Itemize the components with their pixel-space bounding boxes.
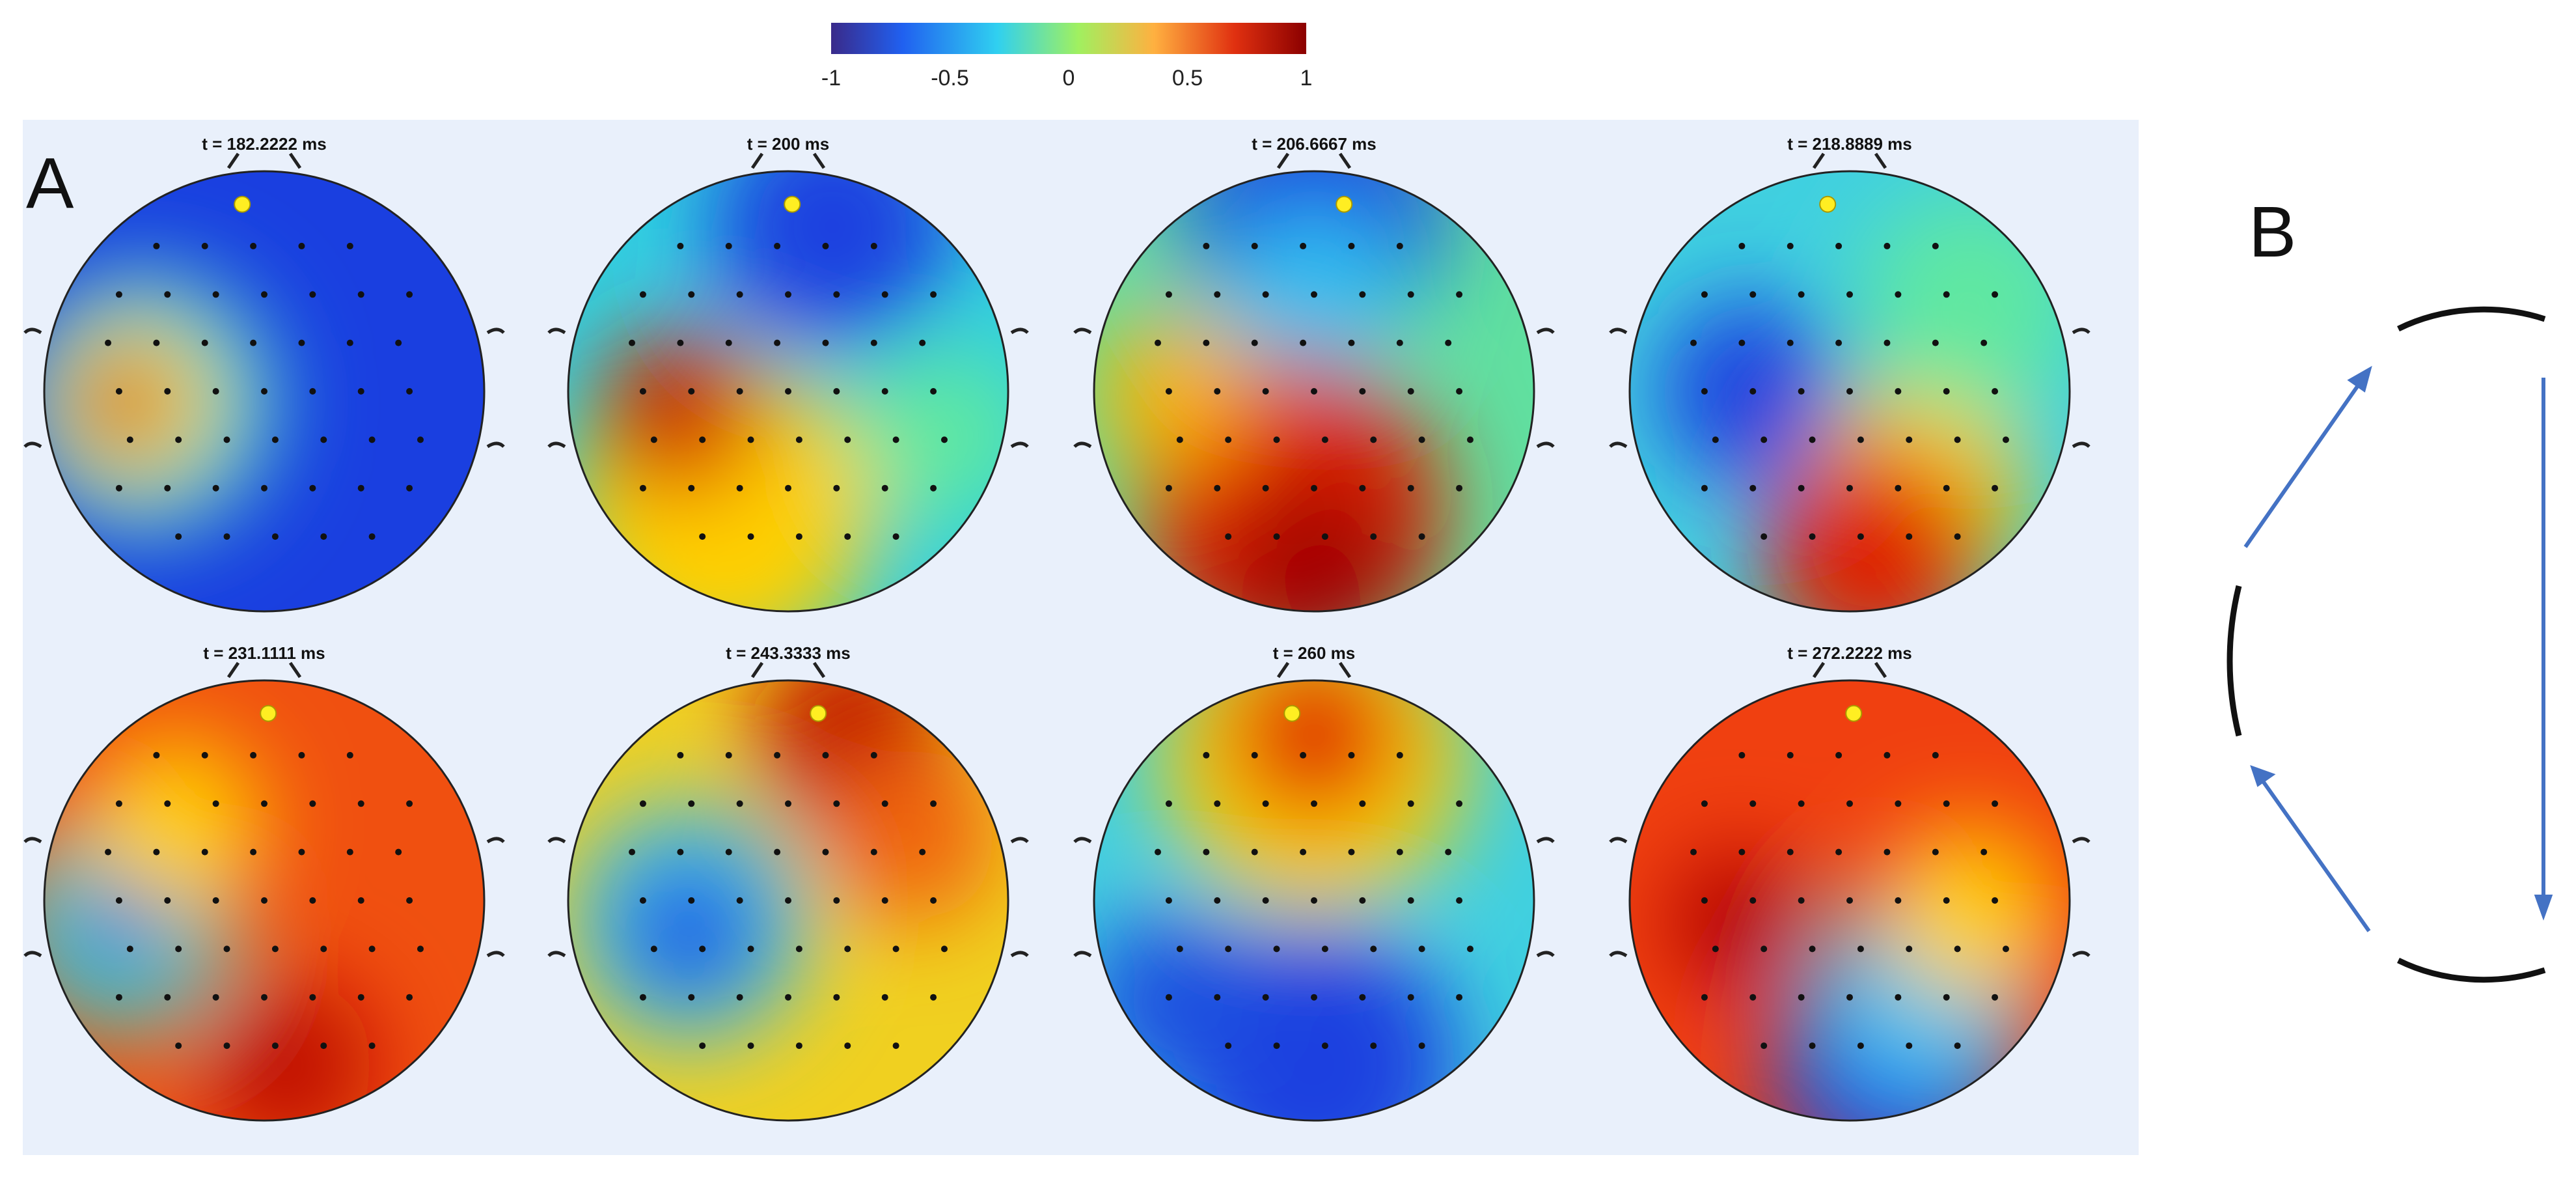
panel-label: A: [26, 143, 74, 223]
nose: [226, 662, 302, 678]
nose: [1812, 152, 1887, 169]
ears: [1073, 837, 1555, 958]
scalp-outline: [1093, 170, 1535, 613]
colorbar-tick-label: -1: [821, 66, 841, 91]
map-title: t = 218.8889 ms: [1787, 134, 1912, 154]
dipole-marker: [784, 195, 801, 213]
nose: [226, 152, 302, 169]
dipole-marker: [810, 704, 827, 722]
dipole-marker: [1283, 704, 1301, 722]
ears: [1609, 837, 2090, 958]
map-title: t = 272.2222 ms: [1787, 643, 1912, 663]
scalp-outline: [43, 679, 486, 1122]
colorbar: [831, 23, 1306, 54]
topomap: t = 272.2222 ms: [1609, 643, 2090, 1122]
ears: [23, 328, 505, 449]
topomap: t = 218.8889 ms: [1609, 134, 2090, 613]
map-title: t = 231.1111 ms: [203, 643, 325, 663]
dipole-marker: [1819, 195, 1837, 213]
scalp-outline: [567, 679, 1009, 1122]
nose: [750, 152, 826, 169]
ears: [23, 837, 505, 958]
topomap: t = 231.1111 ms: [23, 643, 505, 1122]
map-title: t = 200 ms: [747, 134, 829, 154]
scalp-outline: [1093, 679, 1535, 1122]
colorbar-tick-label: 0: [1063, 66, 1075, 91]
dipole-marker: [260, 704, 277, 722]
map-title: t = 182.2222 ms: [202, 134, 327, 154]
scalp-outline: [1628, 679, 2071, 1122]
topomap: t = 182.2222 ms: [23, 134, 505, 613]
ears: [1073, 328, 1555, 449]
dipole-marker: [1336, 195, 1353, 213]
panel-b-diagram: [2227, 306, 2553, 983]
ears: [1609, 328, 2090, 449]
ears: [547, 837, 1029, 958]
nose: [750, 662, 826, 678]
colorbar-tick-label: -0.5: [931, 66, 969, 91]
colorbar-tick-label: 0.5: [1172, 66, 1203, 91]
dipole-marker: [1845, 704, 1863, 722]
panel-label: B: [2249, 192, 2296, 272]
dipole-marker: [234, 195, 251, 213]
ears: [547, 328, 1029, 449]
map-title: t = 243.3333 ms: [726, 643, 851, 663]
map-title: t = 206.6667 ms: [1252, 134, 1377, 154]
scalp-outline: [567, 170, 1009, 613]
nose: [1812, 662, 1887, 678]
scalp-outline: [1628, 170, 2071, 613]
scalp-outline: [43, 170, 486, 613]
nose: [1276, 152, 1352, 169]
map-title: t = 260 ms: [1273, 643, 1355, 663]
colorbar-tick-label: 1: [1300, 66, 1313, 91]
nose: [1276, 662, 1352, 678]
